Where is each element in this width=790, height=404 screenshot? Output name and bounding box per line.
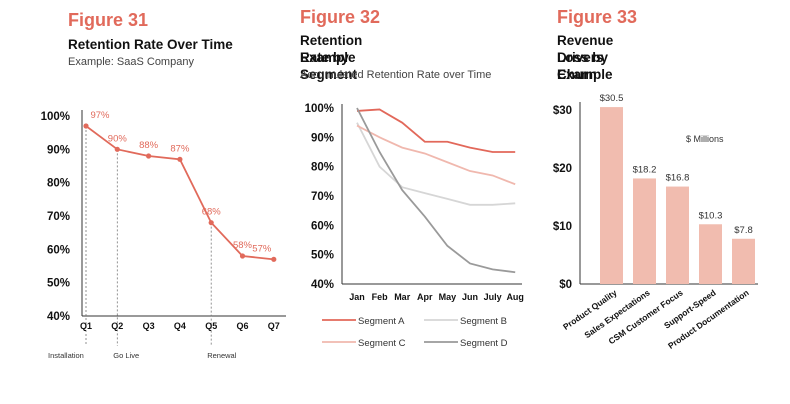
- fig31-x-tick-label: Q5: [205, 321, 217, 331]
- fig32-series-line-segment-b: [356, 122, 516, 206]
- fig32-x-tick-label: Aug: [506, 292, 524, 302]
- fig33-y-tick-label: $30: [553, 105, 572, 117]
- fig31-data-point: [208, 220, 214, 226]
- fig32-y-tick-label: 40%: [311, 279, 334, 291]
- fig33-bar: [666, 186, 689, 284]
- fig32-x-tick-label: Apr: [417, 292, 433, 302]
- fig33-bar: [600, 107, 623, 284]
- fig31-y-tick-label: 70%: [47, 211, 70, 223]
- fig31-y-tick-label: 80%: [47, 178, 70, 190]
- fig31-data-label: 90%: [108, 133, 128, 144]
- fig32-x-tick-label: July: [484, 292, 502, 302]
- fig33-data-label: $30.5: [600, 93, 624, 104]
- figure-31-title: Retention Rate Over Time: [68, 37, 233, 52]
- fig33-y-tick-label: $0: [559, 279, 572, 291]
- fig31-y-tick-label: 100%: [41, 111, 70, 123]
- fig31-x-tick-label: Q6: [236, 321, 248, 331]
- fig33-bar: [633, 178, 656, 284]
- fig31-y-tick-label: 40%: [47, 311, 70, 323]
- fig32-y-tick-label: 50%: [311, 250, 334, 262]
- fig31-y-tick-label: 90%: [47, 144, 70, 156]
- figure-33-title-line2: Drivers Example: [557, 50, 613, 82]
- fig32-y-tick-label: 60%: [311, 220, 334, 232]
- fig33-data-label: $10.3: [699, 210, 723, 221]
- fig33-y-tick-label: $10: [553, 221, 572, 233]
- fig31-data-point: [146, 153, 152, 159]
- fig31-x-tick-label: Q4: [174, 321, 186, 331]
- fig32-x-tick-label: Jun: [462, 292, 478, 302]
- figure-32-title-line1: Retention Rate by Segment: [300, 33, 363, 82]
- fig31-x-tick-label: Q7: [268, 321, 280, 331]
- fig31-data-point: [271, 256, 277, 262]
- figure-31-number: Figure 31: [68, 10, 149, 30]
- fig31-data-point: [83, 123, 89, 129]
- fig32-x-tick-label: May: [439, 292, 457, 302]
- fig32-series-line-segment-c: [356, 124, 516, 186]
- fig31-data-label: 58%: [233, 240, 253, 251]
- fig31-x-tick-label: Q1: [80, 321, 92, 331]
- fig33-x-tick-label: Product Quality: [561, 287, 619, 332]
- fig33-y-tick-label: $20: [553, 163, 572, 175]
- fig33-bar: [699, 224, 722, 284]
- fig31-data-point: [239, 253, 246, 259]
- fig33-unit-note: $ Millions: [686, 134, 724, 144]
- fig31-data-point: [114, 146, 120, 152]
- fig31-x-tick-label: Q2: [111, 321, 123, 331]
- fig32-legend-label: Segment B: [460, 316, 507, 327]
- fig31-x-tick-label: Q3: [143, 321, 155, 331]
- fig32-x-tick-label: Jan: [349, 292, 365, 302]
- fig31-marker-label: Renewal: [207, 351, 237, 360]
- fig31-data-label: 87%: [170, 143, 190, 154]
- fig31-data-point: [177, 156, 183, 162]
- fig31-data-label: 57%: [252, 243, 272, 254]
- figure-32-subtitle: Accumulated Retention Rate over Time: [300, 69, 492, 81]
- fig31-y-tick-label: 60%: [47, 244, 70, 256]
- fig32-series-line-segment-a: [356, 108, 516, 153]
- fig32-x-tick-label: Mar: [394, 292, 411, 302]
- fig31-y-tick-label: 50%: [47, 278, 70, 290]
- figure-32-number: Figure 32: [300, 7, 381, 27]
- fig32-y-tick-label: 70%: [311, 191, 334, 203]
- figure-33-title-line1: Revenue Loss by Churn: [557, 33, 614, 82]
- fig32-legend-label: Segment D: [460, 338, 508, 349]
- fig31-marker-label: Installation: [48, 351, 84, 360]
- fig33-data-label: $7.8: [734, 225, 753, 236]
- fig32-x-tick-label: Feb: [372, 292, 389, 302]
- fig32-y-tick-label: 80%: [311, 162, 334, 174]
- fig33-data-label: $16.8: [666, 173, 690, 184]
- fig32-series-line-segment-d: [356, 107, 516, 274]
- fig31-data-label: 88%: [139, 140, 159, 151]
- figure-32-title-line2: Example: [300, 50, 356, 65]
- figure-31-subtitle: Example: SaaS Company: [68, 56, 194, 68]
- fig32-y-tick-label: 90%: [311, 132, 334, 144]
- fig32-y-tick-label: 100%: [305, 103, 334, 115]
- figure-33-number: Figure 33: [557, 7, 638, 27]
- fig32-legend-label: Segment C: [358, 338, 406, 349]
- fig32-legend-label: Segment A: [358, 316, 405, 327]
- fig31-data-label: 97%: [90, 110, 110, 121]
- fig31-data-label: 68%: [202, 207, 222, 218]
- fig33-data-label: $18.2: [633, 164, 657, 175]
- fig31-marker-label: Go Live: [113, 351, 139, 360]
- fig33-bar: [732, 238, 755, 284]
